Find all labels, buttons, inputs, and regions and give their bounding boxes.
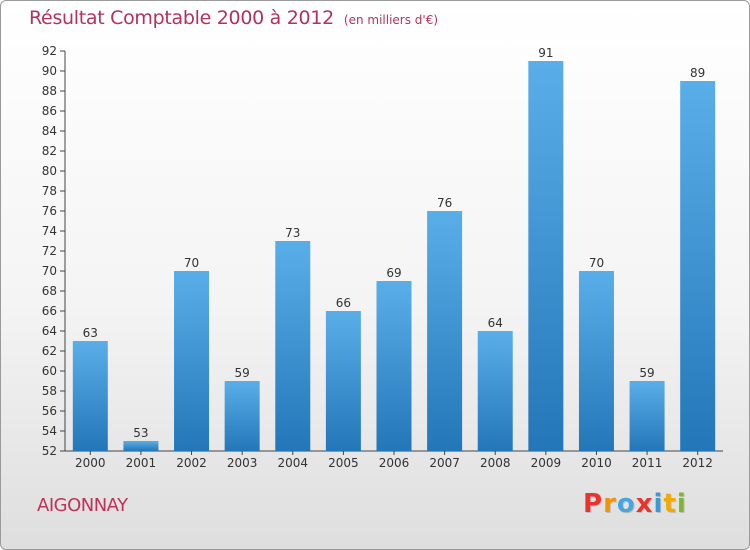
y-tick-label: 80 — [42, 164, 57, 178]
bar-value-label: 70 — [589, 256, 604, 270]
y-tick-label: 56 — [42, 404, 57, 418]
bar-value-label: 91 — [538, 46, 553, 60]
logo-letter: r — [603, 489, 617, 519]
bar-value-label: 89 — [690, 66, 705, 80]
bar — [72, 341, 108, 451]
bar-value-label: 59 — [235, 366, 250, 380]
y-tick-label: 82 — [42, 144, 57, 158]
x-tick-label: 2005 — [328, 456, 359, 470]
x-tick-label: 2004 — [277, 456, 308, 470]
y-tick-label: 92 — [42, 44, 57, 58]
y-tick-label: 88 — [42, 84, 57, 98]
bar-value-label: 70 — [184, 256, 199, 270]
bar — [629, 381, 665, 451]
y-tick-label: 66 — [42, 304, 57, 318]
y-tick-label: 68 — [42, 284, 57, 298]
bar-value-label: 64 — [488, 316, 503, 330]
x-tick-label: 2001 — [126, 456, 157, 470]
y-tick-label: 76 — [42, 204, 57, 218]
logo-letter: i — [676, 489, 687, 519]
bar — [427, 211, 463, 451]
commune-name: AIGONNAY — [37, 495, 128, 516]
y-tick-label: 74 — [42, 224, 57, 238]
bar-value-label: 66 — [336, 296, 351, 310]
y-tick-label: 86 — [42, 104, 57, 118]
logo-letter: t — [663, 489, 677, 519]
chart-title-group: Résultat Comptable 2000 à 2012 (en millie… — [29, 7, 438, 29]
x-axis: 2000 2001 2002 2003 2004 2005 2006 2007 2008 2009… — [65, 450, 723, 470]
logo-letter: P — [583, 489, 604, 519]
bar-value-label: 73 — [285, 226, 300, 240]
y-tick-label: 54 — [42, 424, 57, 438]
proxiti-logo[interactable]: Proxiti — [583, 489, 687, 519]
chart-subtitle: (en milliers d'€) — [343, 13, 439, 27]
y-tick-label: 72 — [42, 244, 57, 258]
x-tick-label: 2009 — [531, 456, 562, 470]
y-tick-label: 84 — [42, 124, 57, 138]
bar — [123, 441, 159, 451]
x-tick-label: 2007 — [429, 456, 460, 470]
y-tick-label: 78 — [42, 184, 57, 198]
x-tick-label: 2002 — [176, 456, 207, 470]
bar — [174, 271, 210, 451]
bar-value-label: 59 — [639, 366, 654, 380]
x-tick-label: 2010 — [581, 456, 612, 470]
x-tick-label: 2008 — [480, 456, 511, 470]
y-tick-label: 62 — [42, 344, 57, 358]
y-tick-label: 58 — [42, 384, 57, 398]
bar-value-label: 53 — [133, 426, 148, 440]
logo-letter: i — [653, 489, 664, 519]
bar — [325, 311, 361, 451]
bar — [680, 81, 716, 451]
bar — [477, 331, 513, 451]
chart-title: Résultat Comptable 2000 à 2012 — [29, 7, 334, 29]
bar — [376, 281, 412, 451]
y-tick-label: 52 — [42, 444, 57, 458]
bars — [72, 61, 716, 451]
bar-value-labels: 63 53 70 59 73 66 69 76 64 91 70 59 89 — [83, 46, 706, 440]
x-tick-label: 2006 — [379, 456, 410, 470]
logo-letter: x — [635, 489, 654, 519]
y-tick-label: 64 — [42, 324, 57, 338]
y-axis: 52 54 56 58 60 62 64 66 68 70 72 74 76 78 80 82 84 86 88 90… — [42, 44, 66, 458]
y-tick-label: 70 — [42, 264, 57, 278]
bar-value-label: 76 — [437, 196, 452, 210]
y-tick-label: 90 — [42, 64, 57, 78]
bar — [224, 381, 260, 451]
x-tick-label: 2012 — [682, 456, 713, 470]
bar — [578, 271, 614, 451]
logo-letter: o — [616, 489, 636, 519]
bar-value-label: 69 — [386, 266, 401, 280]
x-tick-label: 2000 — [75, 456, 106, 470]
bar-value-label: 63 — [83, 326, 98, 340]
x-tick-label: 2003 — [227, 456, 258, 470]
y-tick-label: 60 — [42, 364, 57, 378]
x-tick-label: 2011 — [632, 456, 663, 470]
bar — [528, 61, 564, 451]
bar — [275, 241, 311, 451]
